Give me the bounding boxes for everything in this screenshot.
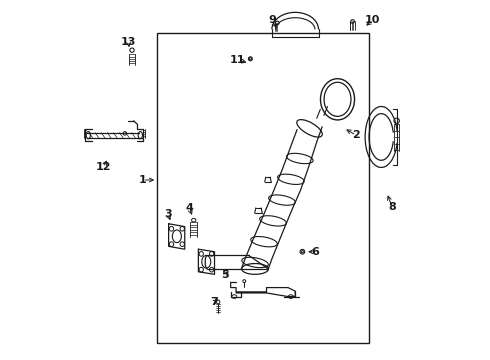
Text: 1: 1 bbox=[139, 175, 147, 185]
Text: 12: 12 bbox=[96, 162, 111, 172]
Text: 9: 9 bbox=[268, 15, 276, 26]
Text: 13: 13 bbox=[121, 37, 136, 47]
Text: 6: 6 bbox=[311, 247, 319, 257]
Text: 11: 11 bbox=[230, 55, 245, 65]
Text: 10: 10 bbox=[365, 15, 380, 26]
Bar bbox=[157, 33, 368, 343]
Text: 4: 4 bbox=[186, 203, 194, 213]
Text: 3: 3 bbox=[164, 209, 171, 219]
Text: 8: 8 bbox=[388, 202, 396, 212]
Text: 5: 5 bbox=[221, 270, 229, 280]
Text: 2: 2 bbox=[352, 130, 360, 140]
Text: 7: 7 bbox=[211, 297, 219, 307]
